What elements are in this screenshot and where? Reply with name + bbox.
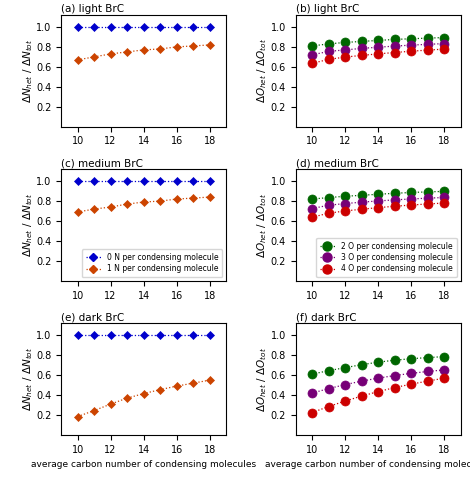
Y-axis label: $\Delta O_{het}$ / $\Delta O_{tot}$: $\Delta O_{het}$ / $\Delta O_{tot}$	[255, 192, 269, 258]
Legend: 2 O per condensing molecule, 3 O per condensing molecule, 4 O per condensing mol: 2 O per condensing molecule, 3 O per con…	[316, 238, 457, 277]
X-axis label: average carbon number of condensing molecules: average carbon number of condensing mole…	[266, 460, 470, 469]
Text: (f) dark BrC: (f) dark BrC	[296, 312, 356, 322]
Y-axis label: $\Delta O_{het}$ / $\Delta O_{tot}$: $\Delta O_{het}$ / $\Delta O_{tot}$	[255, 38, 269, 104]
Text: (d) medium BrC: (d) medium BrC	[296, 158, 378, 168]
Y-axis label: $\Delta N_{het}$ / $\Delta N_{tot}$: $\Delta N_{het}$ / $\Delta N_{tot}$	[21, 38, 35, 103]
Text: (a) light BrC: (a) light BrC	[61, 4, 124, 14]
Text: (b) light BrC: (b) light BrC	[296, 4, 359, 14]
Text: (e) dark BrC: (e) dark BrC	[61, 312, 125, 322]
Text: (c) medium BrC: (c) medium BrC	[61, 158, 143, 168]
Y-axis label: $\Delta N_{het}$ / $\Delta N_{tot}$: $\Delta N_{het}$ / $\Delta N_{tot}$	[21, 347, 35, 412]
Y-axis label: $\Delta N_{het}$ / $\Delta N_{tot}$: $\Delta N_{het}$ / $\Delta N_{tot}$	[21, 193, 35, 257]
Y-axis label: $\Delta O_{het}$ / $\Delta O_{tot}$: $\Delta O_{het}$ / $\Delta O_{tot}$	[255, 346, 269, 412]
X-axis label: average carbon number of condensing molecules: average carbon number of condensing mole…	[31, 460, 256, 469]
Legend: 0 N per condensing molecule, 1 N per condensing molecule: 0 N per condensing molecule, 1 N per con…	[82, 249, 222, 277]
